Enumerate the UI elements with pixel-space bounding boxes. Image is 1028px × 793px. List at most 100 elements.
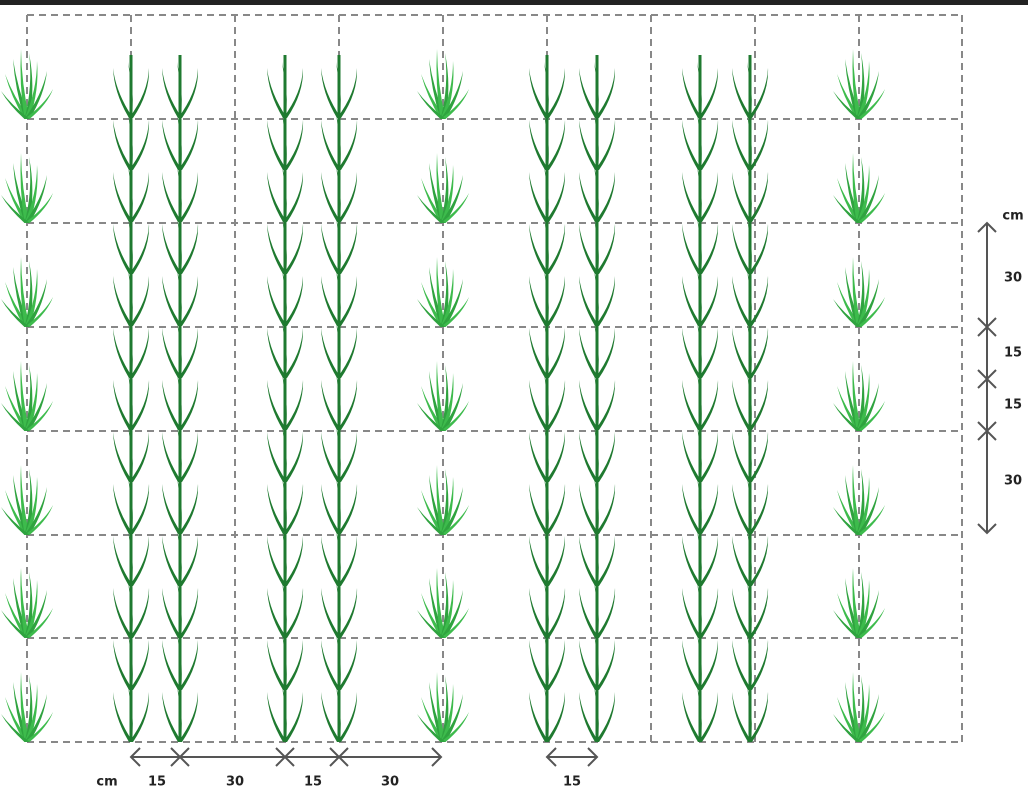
leaf [698,120,719,170]
leaf [856,676,865,742]
leaf [544,478,549,528]
leaf [336,270,341,320]
leaf [747,166,752,216]
leaf [13,475,30,535]
leaf [283,380,304,430]
leaf [697,634,702,684]
leaf [747,114,752,164]
grass-clump [833,153,885,223]
leaf [337,640,358,690]
leaf [545,432,566,482]
leaf [336,374,341,424]
leaf [337,120,358,170]
grass-clump [417,361,469,431]
leaf [129,432,150,482]
leaf [128,218,133,268]
leaf [129,276,150,326]
grass-clump [1,672,53,742]
leaf [440,572,449,638]
leaf [545,484,566,534]
leaf [856,469,865,535]
leaf [748,172,769,222]
leaf [845,59,862,119]
leaf [748,68,769,118]
leaf [128,582,133,632]
leaf [748,328,769,378]
stalk-row [732,55,769,742]
leaf [440,469,449,535]
leaf [24,53,33,119]
stalk-row [682,55,719,742]
leaf [336,62,341,112]
arrow [283,747,341,767]
leaf [594,478,599,528]
leaf [594,166,599,216]
leaf [20,672,30,742]
leaf [128,686,133,736]
leaf [177,530,182,580]
leaf [698,484,719,534]
leaf [177,270,182,320]
spacing-arrows [129,221,997,767]
leaf [178,432,199,482]
leaf [856,684,870,742]
arrow [977,429,997,535]
leaf [747,582,752,632]
leaf [177,166,182,216]
leaf [852,465,862,535]
leaf [429,267,446,327]
leaf [748,536,769,586]
side-spacing: 30 [1004,271,1022,286]
leaf [748,692,769,742]
leaf [856,165,870,223]
leaf [594,634,599,684]
leaf [283,172,304,222]
side-spacing: 30 [1004,474,1022,489]
leaf [595,172,616,222]
stalk-row [113,55,150,742]
leaf [178,224,199,274]
grass-clump [417,465,469,535]
leaf [24,572,33,638]
leaf [24,684,38,742]
leaf [845,163,862,223]
leaf [436,153,446,223]
leaf [698,328,719,378]
leaf [544,582,549,632]
leaf [545,68,566,118]
bottom-spacing: 15 [304,775,322,790]
leaf [436,568,446,638]
leaf [747,270,752,320]
leaf [282,634,287,684]
grass-clump [1,153,53,223]
leaf [336,426,341,476]
leaf [337,172,358,222]
grass-clump [417,672,469,742]
leaf [20,361,30,431]
leaf [128,62,133,112]
leaf [545,224,566,274]
leaf [24,477,38,535]
leaf [282,114,287,164]
leaf [698,692,719,742]
leaf [283,432,304,482]
leaf [436,257,446,327]
leaf [852,153,862,223]
leaf [698,68,719,118]
leaf [698,588,719,638]
leaf [440,684,454,742]
leaf [698,172,719,222]
leaf [283,640,304,690]
grass-clump [833,361,885,431]
leaf [595,536,616,586]
leaf [429,163,446,223]
leaf [282,62,287,112]
leaf [697,166,702,216]
bottom-spacing: 15 [148,775,166,790]
leaf [440,365,449,431]
leaf [748,276,769,326]
leaf [544,62,549,112]
leaf [129,68,150,118]
leaf [128,374,133,424]
